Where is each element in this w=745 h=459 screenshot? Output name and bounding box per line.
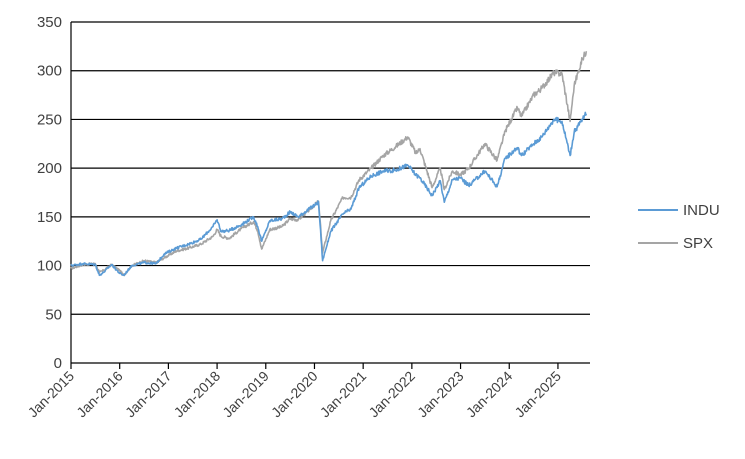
x-tick-label: Jan-2020 [268,368,321,421]
y-tick-label: 200 [37,160,62,177]
legend-label-spx: SPX [683,235,713,252]
y-tick-label: 50 [45,306,62,323]
x-tick-label: Jan-2024 [463,368,516,421]
x-tick-label: Jan-2018 [171,368,224,421]
x-tick-label: Jan-2022 [365,368,418,421]
series-layer [70,51,588,277]
y-tick-label: 350 [37,14,62,31]
x-tick-label: Jan-2023 [414,368,467,421]
y-tick-label: 100 [37,258,62,275]
x-tick-label: Jan-2015 [25,368,78,421]
gridlines [71,21,590,315]
legend-label-indu: INDU [683,202,720,219]
legend: INDU SPX [638,202,720,252]
series-line-indu [70,111,588,277]
y-axis-ticks: 0 50 100 150 200 250 300 350 [37,14,62,372]
x-tick-label: Jan-2019 [219,368,272,421]
x-axis: Jan-2015Jan-2016Jan-2017Jan-2018Jan-2019… [25,22,590,420]
x-tick-label: Jan-2017 [122,368,175,421]
x-tick-label: Jan-2025 [511,368,564,421]
y-tick-label: 0 [54,355,62,372]
x-tick-label: Jan-2021 [317,368,370,421]
y-tick-label: 150 [37,209,62,226]
y-tick-label: 250 [37,111,62,128]
y-tick-label: 300 [37,63,62,80]
x-tick-label: Jan-2016 [73,368,126,421]
